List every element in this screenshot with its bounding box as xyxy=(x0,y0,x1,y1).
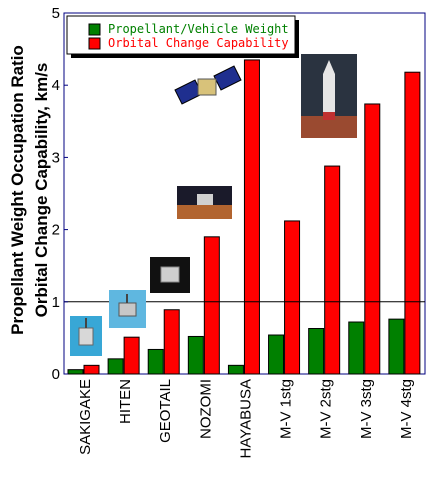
y-axis-title-line-2: Orbital Change Capability, km/s xyxy=(32,63,51,318)
sakigake-picture xyxy=(70,316,102,356)
hayabusa-picture xyxy=(174,65,242,105)
x-category-labels: SAKIGAKE HITEN GEOTAIL NOZOMI HAYABUSA M-V 1s… xyxy=(77,379,415,458)
bar-orbital-hayabusa xyxy=(243,59,260,375)
y-tick-label: 1 xyxy=(52,294,60,311)
x-category-label: HITEN xyxy=(117,379,134,424)
bar-orbital-hiten xyxy=(123,336,140,375)
y-tick-label: 5 xyxy=(52,5,60,22)
bar-propellant-hiten xyxy=(107,358,124,375)
mv-rocket-picture xyxy=(301,54,357,138)
bar-orbital-nozomi xyxy=(203,236,220,375)
x-category-label: M-V 1stg xyxy=(278,379,295,439)
bar-orbital-m-v-2stg xyxy=(324,165,341,375)
bar-propellant-m-v-3stg xyxy=(348,321,365,375)
bar-propellant-m-v-4stg xyxy=(388,318,405,375)
bar-orbital-geotail xyxy=(163,309,180,375)
x-category-label: SAKIGAKE xyxy=(77,379,94,455)
legend: Propellant/Vehicle Weight Orbital Change… xyxy=(66,15,299,58)
bar-orbital-m-v-1stg xyxy=(284,220,301,375)
legend-box xyxy=(66,15,296,55)
bar-group xyxy=(64,59,425,375)
bar-orbital-m-v-3stg xyxy=(364,103,381,375)
legend-label-propellant: Propellant/Vehicle Weight xyxy=(108,22,289,36)
geotail-picture xyxy=(150,257,190,293)
x-category-label: GEOTAIL xyxy=(157,379,174,443)
y-ticks: 0 1 2 3 4 5 xyxy=(52,5,68,383)
x-category-label: NOZOMI xyxy=(197,379,214,439)
x-category-label: M-V 3stg xyxy=(358,379,375,439)
y-tick-label: 0 xyxy=(52,366,60,383)
bar-propellant-nozomi xyxy=(187,335,204,375)
x-category-label: HAYABUSA xyxy=(237,379,254,458)
legend-swatch-orbital xyxy=(88,37,101,50)
x-category-label: M-V 2stg xyxy=(318,379,335,439)
x-category-label: M-V 4stg xyxy=(398,379,415,439)
bar-propellant-m-v-1stg xyxy=(268,334,285,375)
bar-orbital-m-v-4stg xyxy=(404,71,421,375)
legend-swatch-propellant xyxy=(88,23,101,36)
y-axis-title-line-1: Propellant Weight Occupation Ratio xyxy=(8,45,27,335)
bar-propellant-geotail xyxy=(147,348,164,375)
y-tick-label: 4 xyxy=(52,77,60,94)
nozomi-picture xyxy=(177,186,232,219)
bar-propellant-sakigake xyxy=(67,369,84,375)
y-tick-label: 3 xyxy=(52,149,60,166)
hiten-picture xyxy=(109,290,146,328)
bar-propellant-hayabusa xyxy=(227,364,244,375)
legend-label-orbital: Orbital Change Capability xyxy=(108,36,289,50)
bar-orbital-sakigake xyxy=(83,364,100,375)
bar-propellant-m-v-2stg xyxy=(308,328,325,375)
y-tick-label: 2 xyxy=(52,222,60,239)
